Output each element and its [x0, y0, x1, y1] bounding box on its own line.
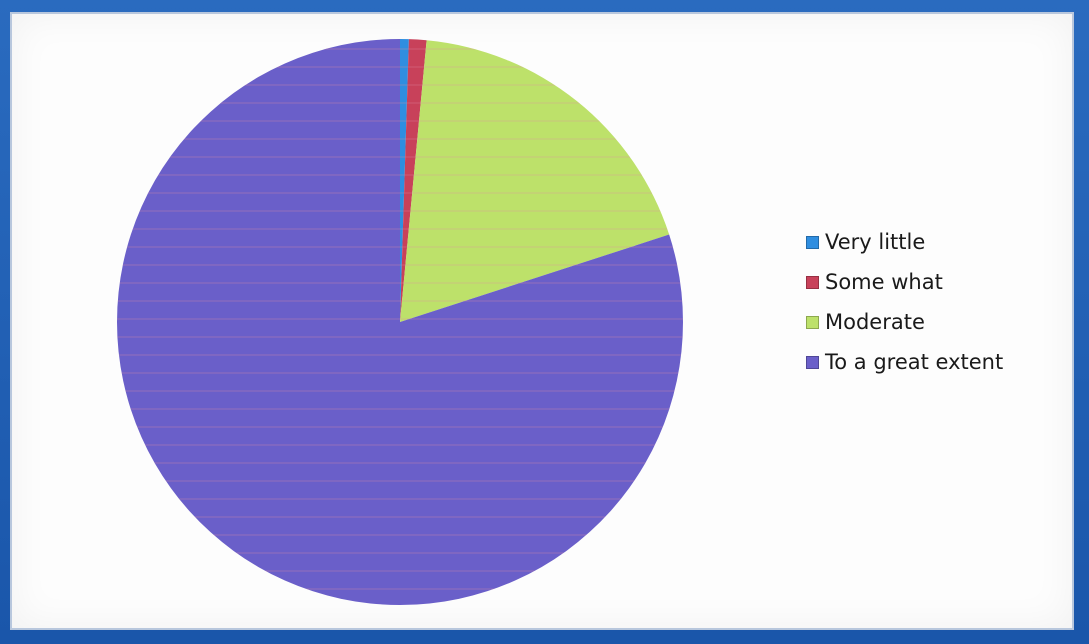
legend-label: To a great extent [825, 350, 1004, 374]
legend: Very little Some what Moderate To a grea… [806, 230, 1003, 374]
legend-item-moderate: Moderate [806, 310, 1003, 334]
pie-slices [117, 39, 684, 605]
pie-chart [117, 39, 684, 605]
legend-swatch [806, 355, 819, 369]
chart-panel: Very little Some what Moderate To a grea… [10, 12, 1074, 630]
legend-item-to-a-great-extent: To a great extent [806, 350, 1003, 374]
legend-swatch [806, 315, 819, 329]
legend-item-some-what: Some what [806, 270, 1003, 294]
legend-label: Moderate [825, 310, 925, 334]
pie-slice-texture-to-a-great-extent [117, 39, 684, 605]
legend-swatch [806, 235, 819, 249]
pie-slice-texture-some-what [400, 39, 427, 322]
legend-label: Some what [825, 270, 943, 294]
pie-slice-texture-moderate [400, 40, 670, 322]
legend-item-very-little: Very little [806, 230, 1003, 254]
pie-slice-texture-very-little [400, 39, 409, 322]
legend-label: Very little [825, 230, 926, 254]
legend-swatch [806, 275, 819, 289]
